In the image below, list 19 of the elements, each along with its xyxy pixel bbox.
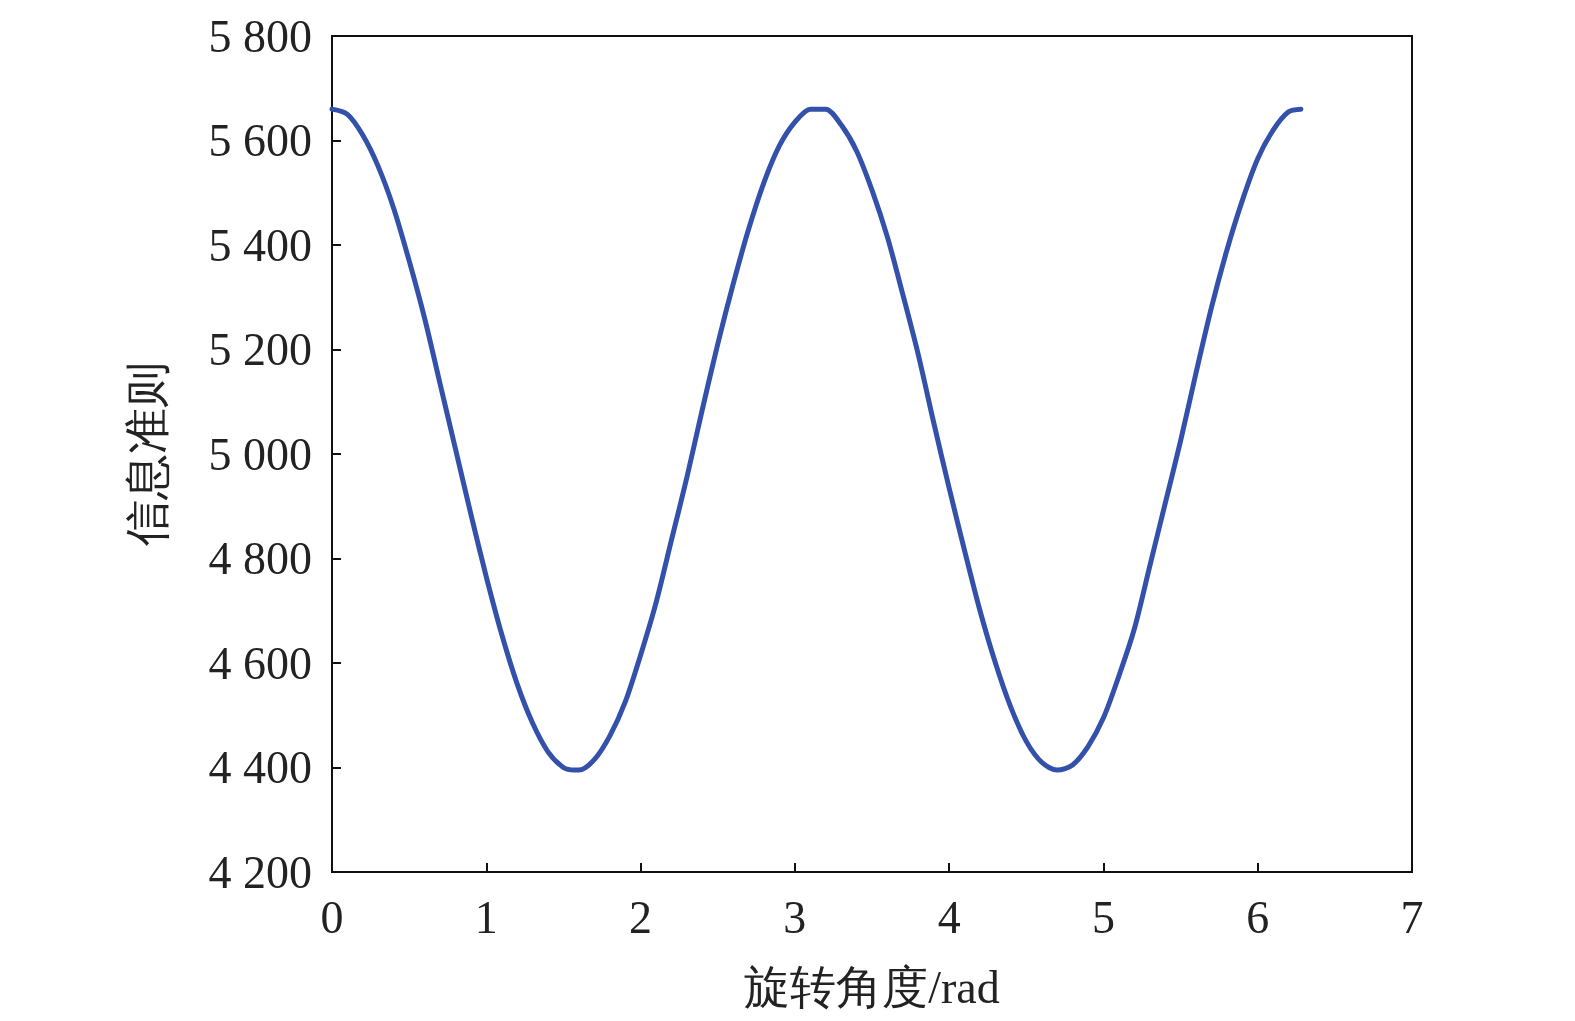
x-tick-label: 6	[1246, 891, 1270, 943]
x-tick-label: 4	[937, 891, 961, 943]
y-tick-label: 5 600	[208, 115, 312, 166]
x-tick-label: 3	[783, 891, 807, 943]
y-tick-label: 5 400	[208, 219, 312, 271]
x-tick-label: 0	[320, 891, 344, 943]
x-axis-title: 旋转角度/rad	[744, 961, 1000, 1013]
y-tick-label: 5 200	[208, 324, 312, 375]
x-tick-label: 5	[1091, 891, 1115, 943]
y-tick-label: 5 800	[208, 10, 312, 62]
x-tick-label: 7	[1400, 891, 1424, 943]
x-tick-label: 1	[474, 891, 498, 943]
y-tick-label: 4 800	[208, 533, 312, 584]
x-tick-label: 2	[629, 891, 653, 943]
y-tick-label: 5 000	[208, 428, 312, 480]
y-tick-label: 4 400	[208, 742, 312, 793]
y-axis-title: 信息准则	[121, 362, 173, 546]
y-tick-label: 4 600	[208, 637, 312, 689]
y-tick-label: 4 200	[208, 846, 312, 898]
